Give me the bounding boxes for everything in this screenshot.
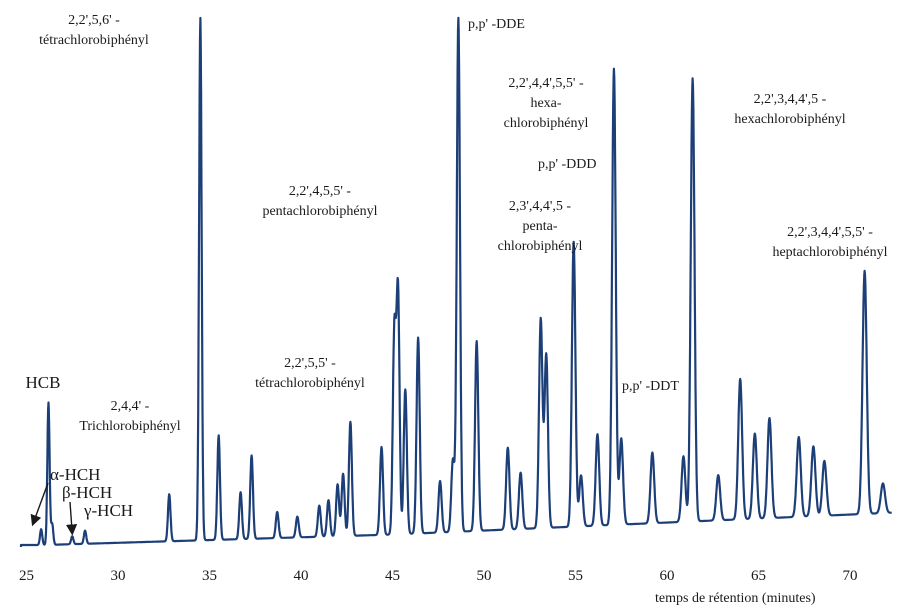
peak-annotation: p,p' -DDD <box>538 157 597 172</box>
arrow <box>66 501 78 536</box>
peak-annotation: p,p' -DDE <box>468 17 525 32</box>
peak-annotation: p,p' -DDT <box>622 379 679 394</box>
peak-44 <box>823 493 825 495</box>
x-tick-label: 50 <box>477 568 492 584</box>
annotation-line: 2,2',3,4,4',5 - <box>754 92 827 107</box>
arrow <box>30 482 49 527</box>
annotation-line: chlorobiphényl <box>498 239 583 254</box>
x-tick-label: 65 <box>751 568 766 584</box>
annotation-line: 2,2',4,4',5,5' - <box>508 76 584 91</box>
annotation-line: HCB <box>26 373 61 392</box>
peak-annotation: 2,2',4,4',5,5' - hexa-chlorobiphényl <box>504 76 589 131</box>
annotation-line: 2,2',3,4,4',5,5' - <box>787 225 873 240</box>
x-axis-label: temps de rétention (minutes) <box>655 591 816 606</box>
annotation-line: penta- <box>523 219 558 234</box>
annotation-line: 2,2',4,5,5' - <box>289 184 352 199</box>
peak-annotation: 2,4,4' - Trichlorobiphényl <box>79 399 180 434</box>
annotation-line: heptachlorobiphényl <box>772 245 887 260</box>
annotation-line: tétrachlorobiphényl <box>255 376 365 391</box>
annotation-line: p,p' -DDE <box>468 17 525 32</box>
x-tick-label: 40 <box>294 568 309 584</box>
annotation-line: Trichlorobiphényl <box>79 419 180 434</box>
annotation-line: 2,4,4' - <box>111 399 150 414</box>
x-tick-label: 70 <box>843 568 858 584</box>
annotation-line: 2,2',5,5' - <box>284 356 336 371</box>
peak-annotation: 2,3',4,4',5 - penta-chlorobiphényl <box>498 199 583 254</box>
peak-11 <box>296 531 298 533</box>
chromatogram-trace <box>19 16 893 547</box>
x-tick-label: 60 <box>660 568 675 584</box>
peak-46 <box>882 520 884 522</box>
peak-annotation: 2,2',3,4,4',5 - hexachlorobiphényl <box>734 92 845 127</box>
peak-38 <box>717 504 719 506</box>
annotation-line: pentachlorobiphényl <box>262 204 377 219</box>
annotation-line: chlorobiphényl <box>504 116 589 131</box>
annotation-line: hexachlorobiphényl <box>734 112 845 127</box>
peak-annotation: β-HCH <box>62 483 112 502</box>
x-tick-label: 55 <box>568 568 583 584</box>
peak-annotation: γ-HCH <box>83 501 133 520</box>
annotation-line: α-HCH <box>50 465 100 484</box>
annotation-line: p,p' -DDT <box>622 379 679 394</box>
annotation-line: p,p' -DDD <box>538 157 597 172</box>
peak-annotation: HCB <box>26 373 61 392</box>
peak-annotation: 2,2',3,4,4',5,5' - heptachlorobiphényl <box>772 225 887 260</box>
x-tick-label: 35 <box>202 568 217 584</box>
peak-3 <box>71 544 73 546</box>
annotation-line: γ-HCH <box>83 501 133 520</box>
peak-annotation: 2,2',5,6' - tétrachlorobiphényl <box>39 13 149 48</box>
annotation-line: hexa- <box>530 96 561 111</box>
peak-36 <box>682 482 684 484</box>
annotation-line: 2,3',4,4',5 - <box>509 199 572 214</box>
peak-42 <box>798 466 800 468</box>
annotation-line: β-HCH <box>62 483 112 502</box>
annotation-line: tétrachlorobiphényl <box>39 33 149 48</box>
peak-annotation: 2,2',5,5' - tétrachlorobiphényl <box>255 356 365 391</box>
x-tick-label: 45 <box>385 568 400 584</box>
peak-annotation: α-HCH <box>50 465 100 484</box>
peak-31 <box>580 499 582 501</box>
x-axis-tick-labels: 25 30 35 40 45 50 55 60 65 70 <box>19 568 858 584</box>
annotation-line: 2,2',5,6' - <box>68 13 120 28</box>
peak-annotations: 2,2',5,6' - tétrachlorobiphényl p,p' -DDE 2… <box>26 13 888 520</box>
x-tick-label: 30 <box>111 568 126 584</box>
hch-arrows <box>30 482 78 536</box>
peak-annotation: 2,2',4,5,5' - pentachlorobiphényl <box>262 184 377 219</box>
x-tick-label: 25 <box>19 568 34 584</box>
peak-43 <box>812 477 814 479</box>
